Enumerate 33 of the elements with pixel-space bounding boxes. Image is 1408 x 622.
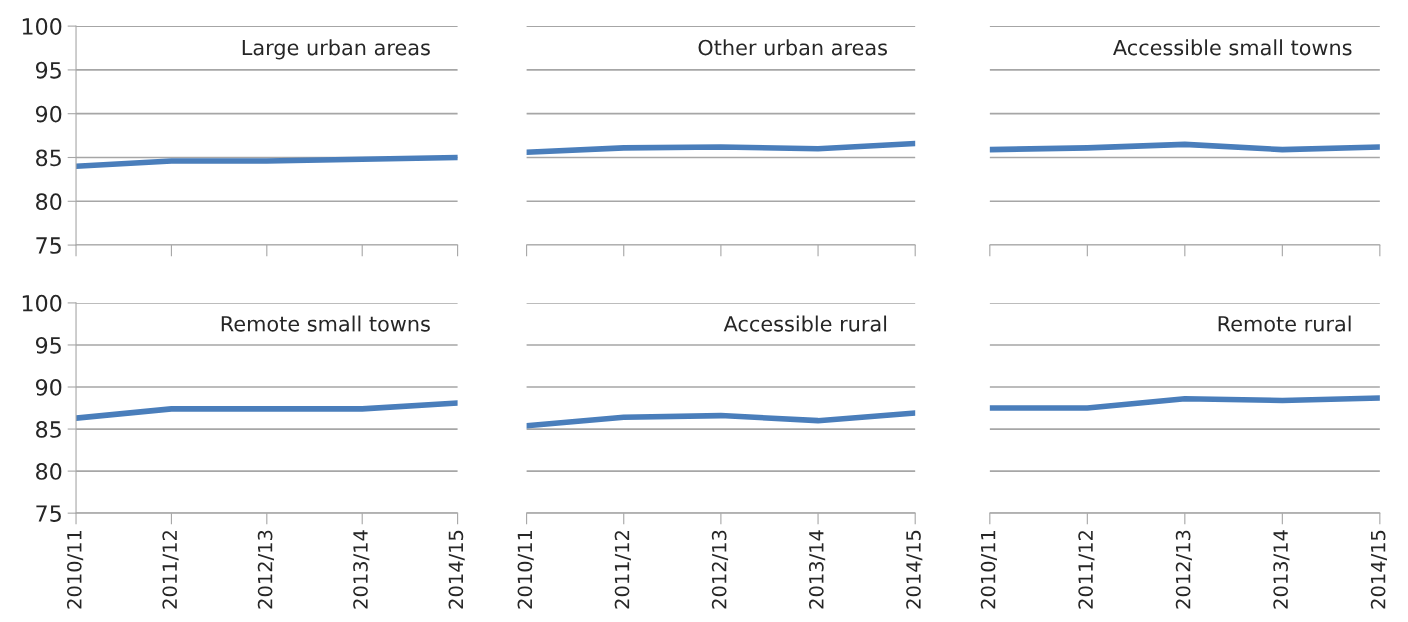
x-tick-label: 2014/15: [448, 530, 465, 609]
y-tick-label: 95: [35, 61, 61, 79]
x-tick-label: 2010/11: [517, 530, 534, 609]
x-tick-label: 2012/13: [1175, 530, 1192, 609]
chart-title: Remote small towns: [221, 315, 430, 332]
y-tick-label: 80: [36, 193, 62, 211]
y-tick-label: 85: [36, 149, 61, 167]
x-tick-label: 2010/11: [66, 530, 84, 609]
y-tick-label: 85: [36, 421, 61, 438]
x-tick-label: 2012/13: [711, 530, 729, 609]
x-tick-label: 2011/12: [614, 531, 631, 609]
chart-title: Accessible rural: [723, 315, 887, 332]
y-tick-label: 75: [36, 505, 61, 522]
x-tick-label: 2012/13: [257, 530, 274, 609]
x-tick-label: 2013/14: [1273, 530, 1290, 609]
text: Accessible small towns: [1113, 39, 1352, 56]
y-tick-label: 100: [22, 294, 62, 312]
x-tick-label: 2014/15: [906, 530, 923, 609]
x-tick-label: 2011/12: [1078, 531, 1095, 609]
x-tick-label: 2010/11: [980, 530, 997, 609]
text: Large urban areas: [242, 39, 430, 60]
y-tick-label: 90: [35, 105, 62, 123]
chart-title: Remote rural: [1218, 315, 1351, 332]
x-tick-label: 2014/15: [1370, 530, 1388, 609]
x-tick-label: 2013/14: [353, 530, 370, 609]
y-tick-label: 90: [35, 378, 62, 396]
y-tick-label: 95: [35, 336, 61, 354]
y-tick-label: 80: [36, 463, 62, 480]
y-tick-label: 75: [36, 237, 61, 254]
x-tick-label: 2011/12: [162, 531, 179, 609]
x-tick-label: 2013/14: [808, 530, 826, 609]
text: Other urban areas: [698, 39, 887, 56]
y-tick-label: 100: [22, 18, 62, 35]
